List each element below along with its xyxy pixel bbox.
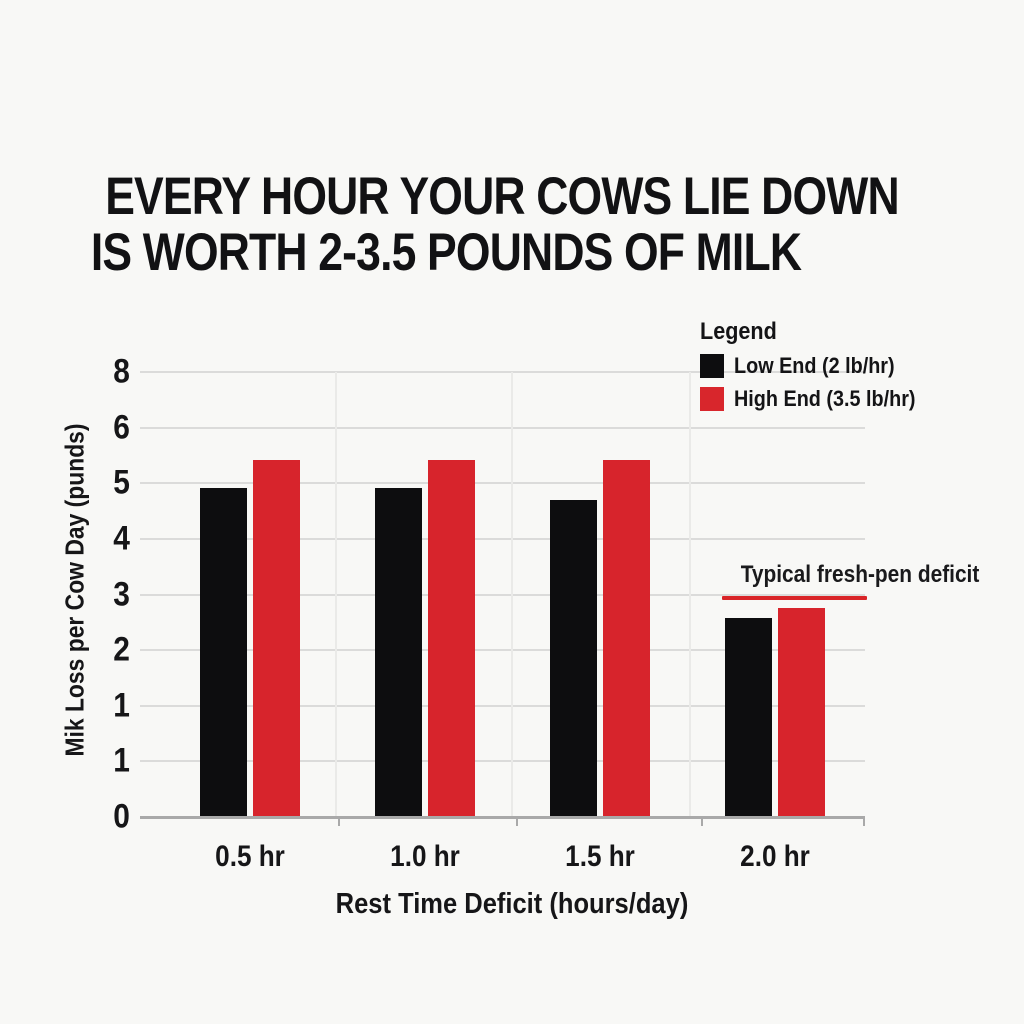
x-tick-label: 2.0 hr (740, 840, 810, 873)
chart-title-line-2: IS WORTH 2-3.5 POUNDS OF MILK (90, 223, 802, 282)
y-tick-label: 6 (113, 408, 130, 447)
y-tick-label: 8 (113, 352, 130, 391)
gridline (140, 371, 865, 373)
bar-low-end (725, 617, 773, 817)
vertical-gridline (334, 372, 337, 817)
bar-low-end (550, 499, 598, 817)
x-axis-tick (337, 817, 340, 826)
chart-title-line-1: EVERY HOUR YOUR COWS LIE DOWN (105, 167, 899, 226)
bar-low-end (200, 487, 248, 817)
x-axis-tick (862, 817, 865, 826)
x-axis-baseline (140, 816, 865, 819)
y-tick-label: 5 (113, 463, 130, 502)
y-tick-label: 0 (113, 797, 130, 836)
gridline (140, 760, 865, 763)
x-axis-title: Rest Time Deficit (hours/day) (335, 888, 689, 920)
gridline (140, 426, 865, 429)
gridline (140, 593, 865, 596)
bar-low-end (374, 487, 422, 817)
annotation-label: Typical fresh-pen deficit (740, 561, 980, 588)
bar-high-end (253, 459, 301, 817)
legend-item-label: Low End (2 lb/hr) (734, 352, 895, 378)
legend-heading: Legend (700, 318, 777, 345)
y-tick-label: 4 (113, 519, 130, 558)
gridline (140, 704, 865, 707)
legend-item: High End (3.5 lb/hr) (700, 386, 936, 411)
x-tick-label: 1.5 hr (565, 840, 636, 873)
gridline (140, 482, 865, 485)
plot-area (140, 371, 865, 826)
y-axis-title: Mik Loss per Cow Day (punds) (59, 423, 90, 757)
x-axis-tick (701, 817, 704, 826)
bar-high-end (603, 459, 651, 817)
legend-swatch-low-end (700, 353, 724, 378)
annotation-line (722, 596, 867, 600)
x-tick-label: 0.5 hr (215, 840, 286, 873)
legend-item: Low End (2 lb/hr) (700, 353, 936, 378)
y-tick-label: 3 (113, 575, 130, 613)
gridline (140, 537, 865, 540)
bar-high-end (427, 459, 475, 817)
vertical-gridline (689, 372, 692, 817)
bar-high-end (778, 607, 826, 817)
legend-swatch-high-end (700, 386, 724, 411)
x-axis-tick (516, 817, 519, 826)
gridline (140, 649, 865, 652)
legend-item-label: High End (3.5 lb/hr) (734, 385, 916, 411)
y-tick-label: 1 (113, 741, 130, 780)
legend: Legend Low End (2 lb/hr) High End (3.5 lb… (700, 318, 936, 419)
x-tick-label: 1.0 hr (390, 840, 460, 873)
y-tick-label: 1 (113, 686, 130, 725)
y-tick-label: 2 (113, 630, 130, 669)
vertical-gridline (510, 372, 513, 817)
